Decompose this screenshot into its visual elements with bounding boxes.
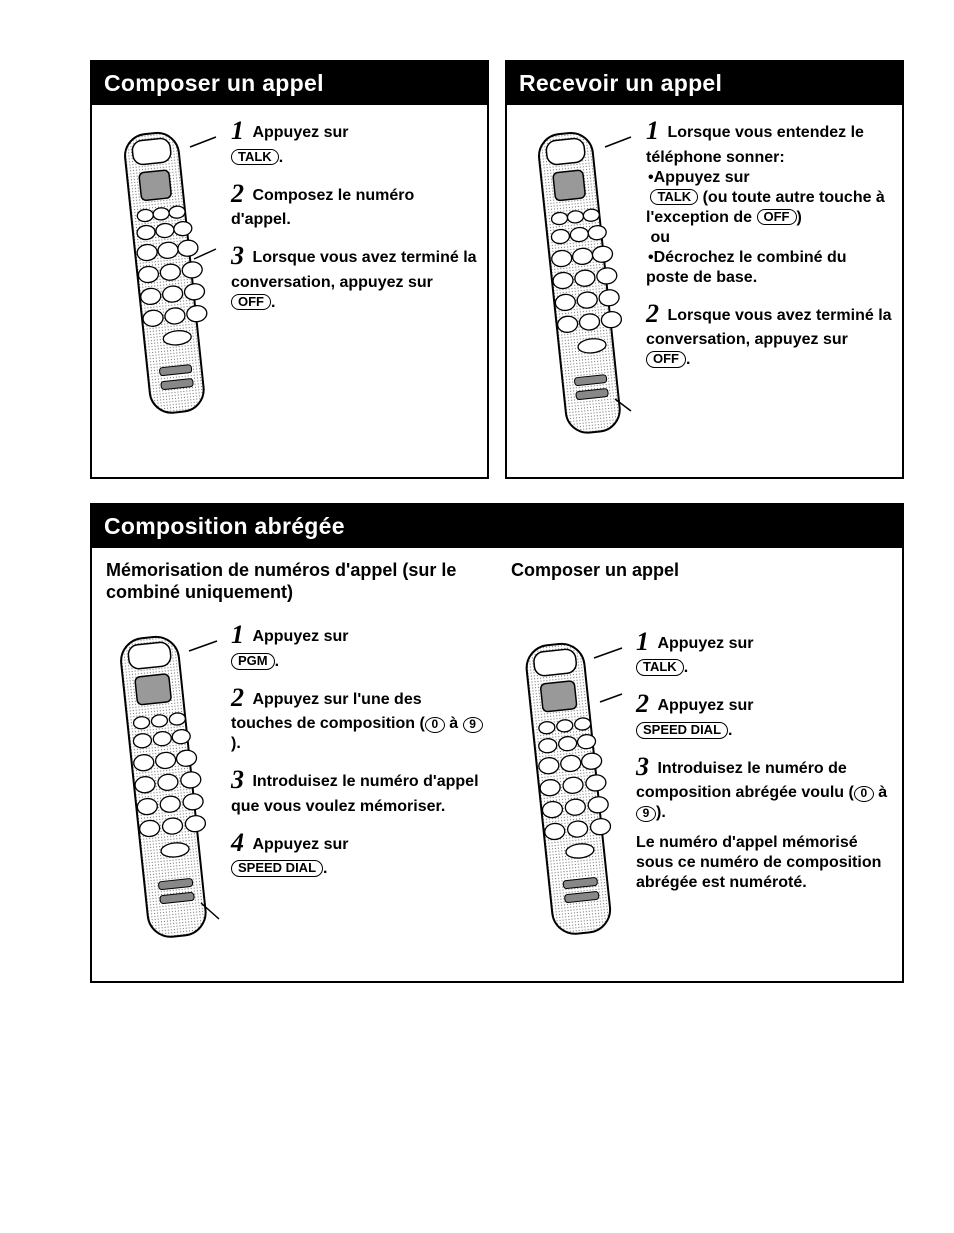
handset-icon	[108, 119, 218, 439]
step-number: 3	[636, 752, 649, 781]
speed-dial-key: SPEED DIAL	[231, 860, 323, 877]
step-text: Appuyez sur SPEED DIAL.	[231, 836, 348, 878]
note-text: Le numéro d'appel mémorisé sous ce numér…	[636, 833, 892, 893]
step-text: Lorsque vous avez terminé la conversatio…	[646, 307, 892, 369]
subheading-store: Mémorisation de numéros d'appel (sur le …	[92, 548, 497, 609]
step: 2 Lorsque vous avez terminé la conversat…	[646, 298, 892, 371]
steps-make-call: 1 Appuyez sur TALK. 2 Composez le numéro…	[231, 115, 477, 439]
step: 2 Appuyez sur SPEED DIAL.	[636, 688, 892, 741]
phone-illustration	[505, 626, 630, 960]
step-text: Lorsque vous entendez le téléphone sonne…	[646, 124, 885, 286]
panel-body-store: 1 Appuyez sur PGM. 2 Appuyez sur l'une d…	[92, 609, 497, 981]
step-text: Composez le numéro d'appel.	[231, 187, 414, 229]
step-number: 2	[646, 299, 659, 328]
digit-key: 9	[636, 806, 656, 822]
step-number: 2	[231, 179, 244, 208]
step-text: Appuyez sur PGM.	[231, 628, 348, 670]
speed-dial-columns: Mémorisation de numéros d'appel (sur le …	[92, 548, 902, 981]
off-key: OFF	[231, 294, 271, 311]
step-text: Introduisez le numéro d'appel que vous v…	[231, 773, 479, 815]
step-text: Appuyez sur TALK.	[636, 635, 753, 677]
step-number: 3	[231, 241, 244, 270]
top-row: Composer un appel	[90, 60, 904, 479]
manual-page: Composer un appel	[0, 0, 954, 1043]
speed-dial-key: SPEED DIAL	[636, 722, 728, 739]
speed-dial-store: Mémorisation de numéros d'appel (sur le …	[92, 548, 497, 981]
step-number: 3	[231, 765, 244, 794]
panel-body-receive-call: 1 Lorsque vous entendez le téléphone son…	[507, 105, 902, 477]
step-number: 1	[231, 620, 244, 649]
panel-header-speed-dial: Composition abrégée	[92, 505, 902, 548]
step: 1 Appuyez sur PGM.	[231, 619, 487, 672]
panel-receive-call: Recevoir un appel	[505, 60, 904, 479]
handset-icon	[523, 119, 633, 459]
subheading-call: Composer un appel	[497, 548, 902, 588]
step-number: 2	[636, 689, 649, 718]
panel-header-receive-call: Recevoir un appel	[507, 62, 902, 105]
phone-illustration	[515, 115, 640, 459]
digit-key: 0	[425, 717, 445, 733]
step-number: 1	[646, 116, 659, 145]
speed-dial-call: Composer un appel	[497, 548, 902, 981]
step-text: Appuyez sur l'une des touches de composi…	[231, 691, 483, 753]
phone-illustration	[100, 619, 225, 963]
panel-speed-dial: Composition abrégée Mémorisation de numé…	[90, 503, 904, 983]
step: 1 Lorsque vous entendez le téléphone son…	[646, 115, 892, 288]
panel-header-make-call: Composer un appel	[92, 62, 487, 105]
panel-body-make-call: 1 Appuyez sur TALK. 2 Composez le numéro…	[92, 105, 487, 457]
talk-key: TALK	[650, 189, 698, 206]
step: 3 Introduisez le numéro de composition a…	[636, 751, 892, 824]
step: 3 Introduisez le numéro d'appel que vous…	[231, 764, 487, 817]
steps-store: 1 Appuyez sur PGM. 2 Appuyez sur l'une d…	[231, 619, 487, 963]
step-text: Introduisez le numéro de composition abr…	[636, 760, 887, 822]
step: 2 Composez le numéro d'appel.	[231, 178, 477, 231]
step-number: 1	[636, 627, 649, 656]
digit-key: 0	[854, 786, 874, 802]
pgm-key: PGM	[231, 653, 275, 670]
panel-make-call: Composer un appel	[90, 60, 489, 479]
digit-key: 9	[463, 717, 483, 733]
steps-call: 1 Appuyez sur TALK. 2 Appuyez sur SPEED …	[636, 626, 892, 960]
handset-icon	[105, 623, 220, 963]
step: 1 Appuyez sur TALK.	[636, 626, 892, 679]
phone-illustration	[100, 115, 225, 439]
step: 2 Appuyez sur l'une des touches de compo…	[231, 682, 487, 755]
off-key: OFF	[646, 351, 686, 368]
steps-receive-call: 1 Lorsque vous entendez le téléphone son…	[646, 115, 892, 459]
talk-key: TALK	[636, 659, 684, 676]
step-number: 1	[231, 116, 244, 145]
talk-key: TALK	[231, 149, 279, 166]
panel-body-call: 1 Appuyez sur TALK. 2 Appuyez sur SPEED …	[497, 588, 902, 978]
off-key: OFF	[757, 209, 797, 226]
step-number: 2	[231, 683, 244, 712]
step-text: Lorsque vous avez terminé la conversatio…	[231, 249, 477, 311]
step: 3 Lorsque vous avez terminé la conversat…	[231, 240, 477, 313]
step-text: Appuyez sur SPEED DIAL.	[636, 697, 753, 739]
step-text: Appuyez sur TALK.	[231, 124, 348, 166]
step-number: 4	[231, 828, 244, 857]
step: 4 Appuyez sur SPEED DIAL.	[231, 827, 487, 880]
handset-icon	[510, 630, 625, 960]
step: 1 Appuyez sur TALK.	[231, 115, 477, 168]
